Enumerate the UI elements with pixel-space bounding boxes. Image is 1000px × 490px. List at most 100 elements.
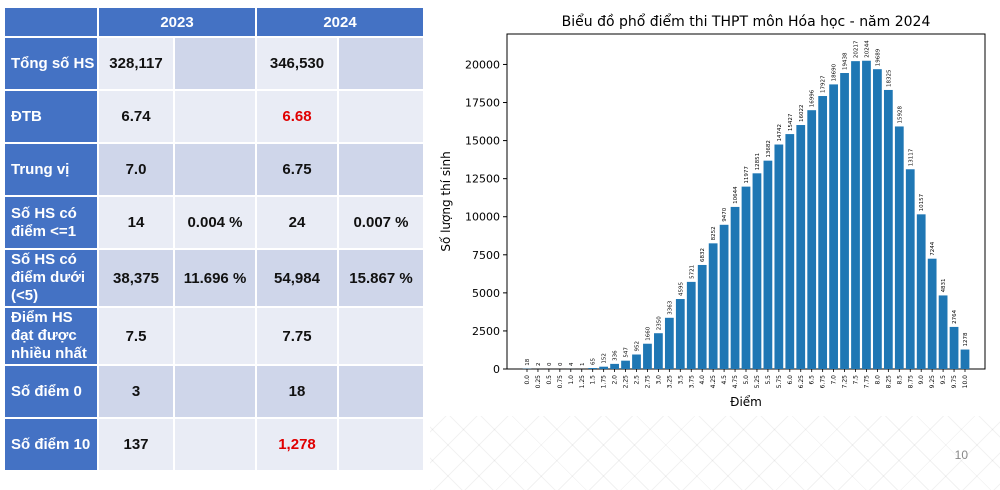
bar-value-label: 13117: [908, 148, 914, 166]
row-label: Trung vị: [3, 142, 99, 197]
bar-value-label: 4: [569, 362, 575, 366]
percent-2023: 0.004 %: [173, 195, 257, 250]
bar: [785, 134, 795, 369]
bar-value-label: 7244: [930, 241, 936, 255]
x-tick-label: 6.0: [787, 375, 794, 385]
bar: [960, 349, 970, 369]
bar: [697, 264, 707, 369]
bar: [643, 343, 652, 369]
bar: [851, 61, 860, 369]
bar-value-label: 1: [580, 362, 586, 366]
bar-value-label: 20217: [854, 40, 860, 58]
bar-value-label: 3363: [667, 300, 673, 314]
x-tick-label: 3.75: [688, 375, 695, 389]
bar-value-label: 152: [602, 353, 608, 364]
x-tick-label: 0.5: [546, 375, 553, 385]
y-tick-label: 12500: [465, 173, 500, 186]
x-tick-label: 4.0: [699, 375, 706, 385]
x-tick-label: 7.0: [831, 375, 838, 385]
bar-value-label: 4595: [678, 282, 684, 296]
table-row: Số HS có điểm <=1 14 0.004 % 24 0.007 %: [3, 195, 425, 250]
percent-2023: [173, 142, 257, 197]
value-2023: 14: [97, 195, 175, 250]
x-tick-label: 6.5: [809, 375, 816, 385]
bar-value-label: 952: [635, 341, 641, 352]
x-tick-label: 4.75: [732, 375, 739, 389]
bar-value-label: 18690: [832, 63, 838, 81]
bar: [610, 363, 619, 369]
percent-2024: [337, 417, 425, 472]
bar: [686, 281, 696, 369]
value-2023: 328,117: [97, 36, 175, 91]
bar: [774, 144, 784, 369]
x-tick-label: 5.5: [765, 375, 772, 385]
percent-2024: [337, 36, 425, 91]
percent-2023: [173, 417, 257, 472]
percent-2023: [173, 364, 257, 419]
x-tick-label: 9.5: [940, 375, 947, 385]
bar: [905, 169, 915, 369]
row-label: Điểm HS đạt được nhiều nhất: [3, 306, 99, 366]
bar-value-label: 8252: [711, 226, 717, 240]
x-tick-label: 5.0: [743, 375, 750, 385]
table-header-row: 2023 2024: [3, 6, 425, 38]
y-tick-label: 7500: [472, 249, 500, 262]
x-tick-label: 2.25: [623, 375, 630, 389]
bar: [862, 60, 871, 370]
value-2024: 24: [255, 195, 339, 250]
x-tick-label: 6.75: [820, 375, 827, 389]
y-tick-label: 20000: [465, 58, 500, 71]
percent-2023: [173, 89, 257, 144]
x-tick-label: 8.5: [896, 375, 903, 385]
value-2024: 346,530: [255, 36, 339, 91]
page-number: 10: [954, 448, 968, 462]
bar-value-label: 16022: [799, 105, 805, 123]
bar-value-label: 12851: [755, 153, 761, 171]
x-tick-label: 9.75: [951, 375, 958, 389]
bar: [664, 317, 674, 369]
y-tick-label: 0: [493, 363, 500, 376]
value-2024: 6.75: [255, 142, 339, 197]
table-row: Số điểm 0 3 18: [3, 364, 425, 419]
bar-value-label: 15427: [788, 113, 794, 131]
bar: [752, 173, 762, 369]
chart-title: Biểu đồ phổ điểm thi THPT môn Hóa học - …: [562, 13, 931, 30]
bar-value-label: 10157: [919, 193, 925, 211]
bar-value-label: 2: [536, 362, 542, 366]
table-row: Số HS có điểm dưới (<5) 38,375 11.696 % …: [3, 248, 425, 308]
bar-value-label: 17927: [821, 75, 827, 93]
x-tick-label: 4.25: [710, 375, 717, 389]
x-tick-label: 10.0: [962, 375, 969, 389]
bar: [873, 69, 882, 369]
y-tick-label: 5000: [472, 287, 500, 300]
x-tick-label: 7.75: [863, 375, 870, 389]
x-tick-label: 1.75: [601, 375, 608, 389]
bar: [840, 73, 849, 370]
bar-value-label: 336: [613, 350, 619, 361]
bar: [599, 366, 609, 369]
value-2024: 54,984: [255, 248, 339, 308]
bar-value-label: 6832: [700, 248, 706, 262]
bar-value-label: 9470: [722, 207, 728, 221]
bar: [938, 295, 948, 369]
table-row: Điểm HS đạt được nhiều nhất 7.5 7.75: [3, 306, 425, 366]
bar-value-label: 13682: [766, 140, 772, 158]
value-2023: 7.5: [97, 306, 175, 366]
percent-2024: [337, 89, 425, 144]
bar-value-label: 2350: [656, 316, 662, 330]
y-tick-label: 15000: [465, 135, 500, 148]
bar-value-label: 20244: [864, 40, 870, 58]
x-tick-label: 1.0: [568, 375, 575, 385]
bar: [894, 126, 904, 370]
bar-value-label: 5721: [689, 265, 695, 279]
x-tick-label: 0.25: [535, 375, 542, 389]
bar-value-label: 0: [547, 362, 553, 366]
x-tick-label: 3.0: [655, 375, 662, 385]
bar-value-label: 19689: [875, 48, 881, 66]
bar: [883, 89, 893, 369]
percent-2024: [337, 364, 425, 419]
y-tick-label: 17500: [465, 97, 500, 110]
bar-value-label: 1660: [645, 326, 651, 340]
y-tick-label: 10000: [465, 211, 500, 224]
x-tick-label: 6.25: [798, 375, 805, 389]
